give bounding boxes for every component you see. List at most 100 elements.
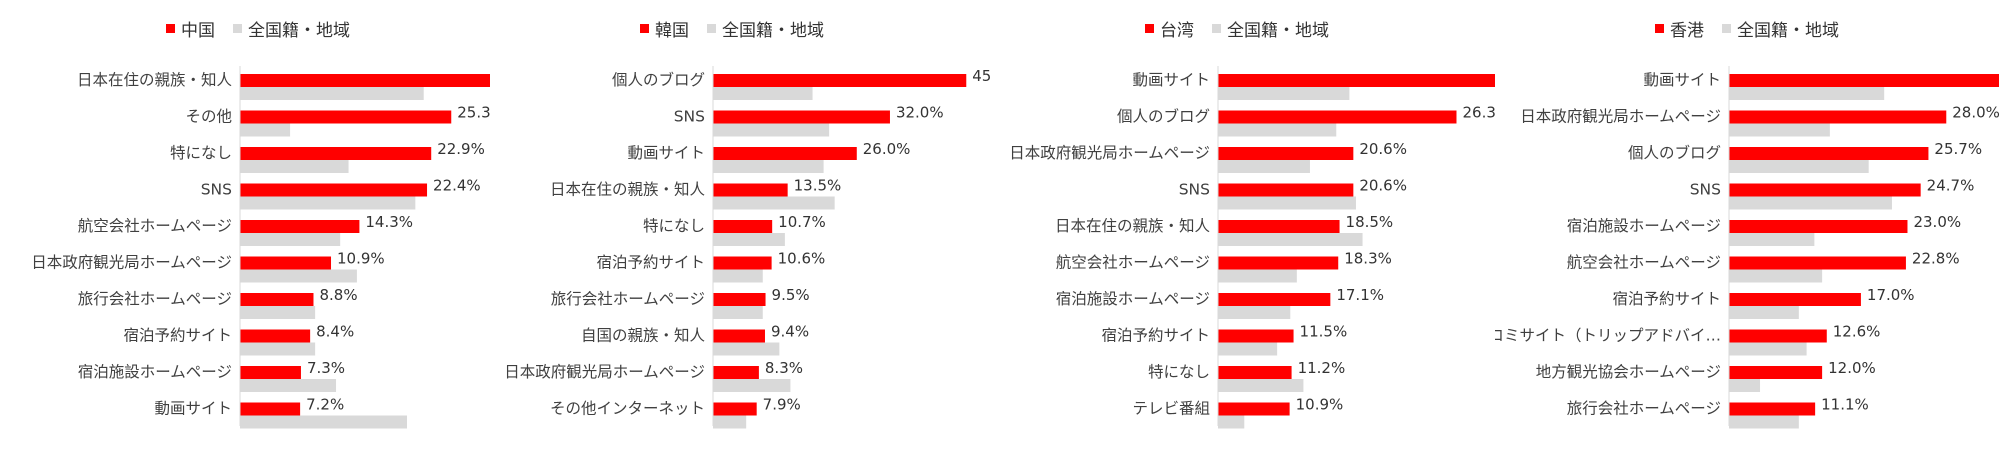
bar-compare (1729, 379, 1761, 392)
bar-primary (1729, 110, 1947, 124)
bar-primary (1218, 220, 1340, 233)
legend: 香港 全国籍・地域 (1655, 16, 1857, 41)
value-label: 20.6% (1359, 177, 1407, 195)
value-label: 24.7% (1927, 177, 1975, 195)
value-label: 12.0% (1828, 359, 1876, 377)
category-label: SNS (1179, 181, 1210, 199)
bar-primary (713, 293, 766, 306)
bar-compare (240, 123, 291, 137)
value-label: 22.9% (437, 140, 485, 158)
value-label: 18.3% (1344, 250, 1392, 268)
value-label: 22.8% (1912, 250, 1960, 268)
legend-swatch-red (1145, 23, 1154, 33)
legend-label-all: 全国籍・地域 (1227, 20, 1329, 41)
legend-item-all: 全国籍・地域 (707, 16, 824, 41)
value-label: 26.0% (863, 140, 911, 158)
bar-compare (713, 306, 763, 319)
bar-compare (240, 342, 316, 356)
bar-primary (1729, 329, 1827, 343)
bar-primary (1218, 110, 1457, 124)
bar-primary (1218, 183, 1354, 197)
bar-primary (1218, 293, 1331, 306)
bar-primary (240, 110, 452, 124)
category-label: 地方観光協会ホームページ (1536, 363, 1721, 381)
bar-compare (1218, 160, 1310, 173)
category-label: SNS (1690, 181, 1721, 199)
value-label: 25.3% (457, 104, 490, 122)
legend-item-korea: 韓国 (640, 16, 689, 41)
category-label: 日本在住の親族・知人 (550, 181, 705, 199)
category-label: 日本在住の親族・知人 (1055, 217, 1210, 235)
bar-compare (1218, 123, 1337, 137)
category-label: 航空会社ホームページ (1567, 254, 1721, 272)
category-label: 宿泊予約サイト (123, 327, 232, 345)
category-label: 個人のブログ (612, 70, 705, 89)
legend-item-taiwan: 台湾 (1145, 16, 1194, 41)
bar-compare (1729, 160, 1869, 173)
bar-compare (1218, 269, 1297, 283)
value-label: 7.2% (306, 396, 344, 414)
bar-primary (713, 74, 967, 87)
value-label: 13.5% (794, 177, 842, 195)
category-label: 日本在住の親族・知人 (77, 71, 232, 89)
bar-compare (1218, 233, 1363, 246)
bar-primary (240, 329, 311, 343)
bar-primary (240, 74, 504, 87)
category-label: 旅行会社ホームページ (551, 290, 705, 308)
bar-compare (1218, 196, 1356, 210)
legend-swatch-gray (707, 23, 716, 33)
value-label: 11.1% (1821, 396, 1869, 414)
category-label: 航空会社ホームページ (1056, 254, 1210, 272)
category-label: 日本政府観光局ホームページ (504, 363, 705, 381)
value-label: 10.9% (337, 250, 385, 268)
bar-primary (240, 293, 314, 306)
bar-compare (713, 342, 780, 356)
legend-label-hongkong: 香港 (1670, 20, 1704, 41)
legend-label-all: 全国籍・地域 (722, 20, 824, 41)
bar-compare (713, 233, 785, 246)
bar-compare (1218, 306, 1291, 319)
bar-compare (713, 196, 835, 210)
panel-china: 中国 全国籍・地域 日本在住の親族・知人31.5%その他25.3%特になし22.… (0, 0, 557, 449)
category-label: 動画サイト (1643, 71, 1721, 89)
bar-compare (240, 196, 416, 210)
legend-item-hongkong: 香港 (1655, 16, 1704, 41)
bar-compare (240, 233, 341, 246)
bar-primary (1729, 74, 1999, 87)
value-label: 17.1% (1336, 286, 1384, 304)
category-label: 日本政府観光局ホームページ (31, 254, 232, 272)
category-label: 口コミサイト（トリップアドバイ… (1495, 327, 1721, 345)
bar-compare (713, 415, 747, 429)
value-label: 8.3% (765, 359, 803, 377)
bar-chart-taiwan: 動画サイト28.3%個人のブログ26.3%日本政府観光局ホームページ20.6%S… (1009, 66, 1563, 429)
category-label: 日本政府観光局ホームページ (1009, 144, 1210, 162)
bar-primary (240, 366, 301, 379)
bar-compare (240, 379, 337, 392)
value-label: 7.3% (307, 359, 345, 377)
value-label: 9.5% (772, 286, 810, 304)
legend: 韓国 全国籍・地域 (640, 16, 842, 41)
bar-compare (240, 306, 316, 319)
bar-compare (240, 415, 407, 429)
value-label: 17.0% (1867, 286, 1915, 304)
bar-primary (713, 329, 765, 343)
legend-swatch-red (1655, 23, 1664, 33)
value-label: 11.5% (1300, 323, 1348, 341)
bar-primary (713, 366, 759, 379)
category-label: 特になし (1148, 363, 1210, 381)
bar-primary (1218, 147, 1354, 160)
bar-compare (1729, 123, 1830, 137)
legend-label-all: 全国籍・地域 (248, 20, 350, 41)
legend-swatch-red (166, 23, 175, 33)
category-label: 動画サイト (627, 144, 705, 162)
bar-primary (713, 256, 772, 270)
category-label: 動画サイト (1132, 71, 1210, 89)
bar-compare (1218, 379, 1304, 392)
bar-primary (1218, 256, 1339, 270)
bar-primary (713, 402, 757, 416)
bar-primary (240, 256, 332, 270)
value-label: 10.9% (1296, 396, 1344, 414)
bar-compare (713, 269, 763, 283)
legend-item-all: 全国籍・地域 (1722, 16, 1839, 41)
